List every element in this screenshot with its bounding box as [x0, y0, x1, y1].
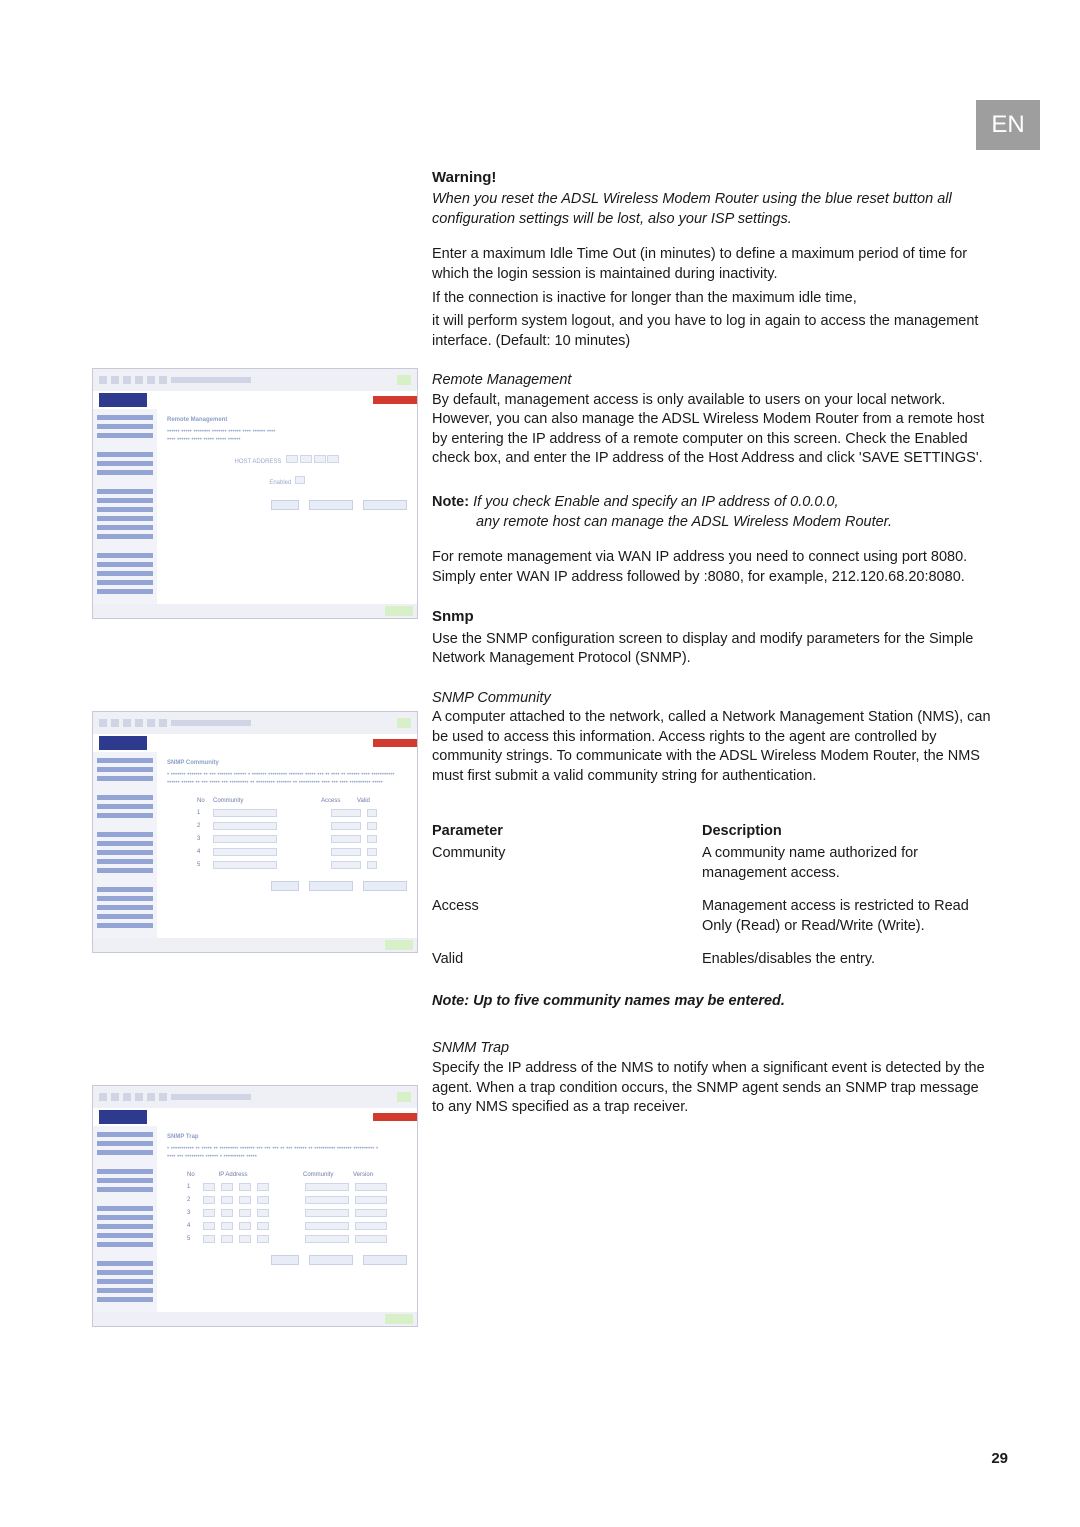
idle-p3: it will perform system logout, and you h… [432, 312, 992, 351]
remote-body: By default, management access is only av… [432, 391, 992, 469]
params-col2: Description [702, 822, 992, 844]
table-row: ValidEnables/disables the entry. [432, 950, 992, 984]
table-row: CommunityA community name authorized for… [432, 844, 992, 897]
remote-wan: For remote management via WAN IP address… [432, 548, 992, 587]
trap-body: Specify the IP address of the NMS to not… [432, 1059, 992, 1118]
snmp-community-heading: SNMP Community [432, 689, 992, 709]
note-five-communities: Note: Up to five community names may be … [432, 992, 992, 1012]
page-number: 29 [991, 1450, 1008, 1467]
params-table: Parameter Description CommunityA communi… [432, 822, 992, 983]
screenshot-column: Remote Management •••••• ••••• •••••••• … [92, 168, 418, 1367]
text-column: Warning! When you reset the ADSL Wireles… [432, 168, 992, 1122]
screenshot-remote-management: Remote Management •••••• ••••• •••••••• … [92, 368, 418, 619]
table-row: AccessManagement access is restricted to… [432, 897, 992, 950]
remote-note: Note: If you check Enable and specify an… [432, 493, 992, 532]
screenshot-snmp-trap: SNMP Trap • ••••••••••• •• ••••• •• ••••… [92, 1085, 418, 1327]
snmp-community-body: A computer attached to the network, call… [432, 708, 992, 786]
snmp-intro: Use the SNMP configuration screen to dis… [432, 630, 992, 669]
params-col1: Parameter [432, 822, 702, 844]
trap-heading: SNMM Trap [432, 1039, 992, 1059]
remote-heading: Remote Management [432, 371, 992, 391]
idle-p1: Enter a maximum Idle Time Out (in minute… [432, 245, 992, 284]
idle-p2: If the connection is inactive for longer… [432, 289, 992, 309]
snmp-heading: Snmp [432, 607, 992, 627]
warning-text: When you reset the ADSL Wireless Modem R… [432, 190, 992, 229]
screenshot-snmp-community: SNMP Community • ••••••• ••••••• •• ••• … [92, 711, 418, 953]
warning-heading: Warning! [432, 168, 992, 188]
language-tab: EN [976, 100, 1040, 150]
